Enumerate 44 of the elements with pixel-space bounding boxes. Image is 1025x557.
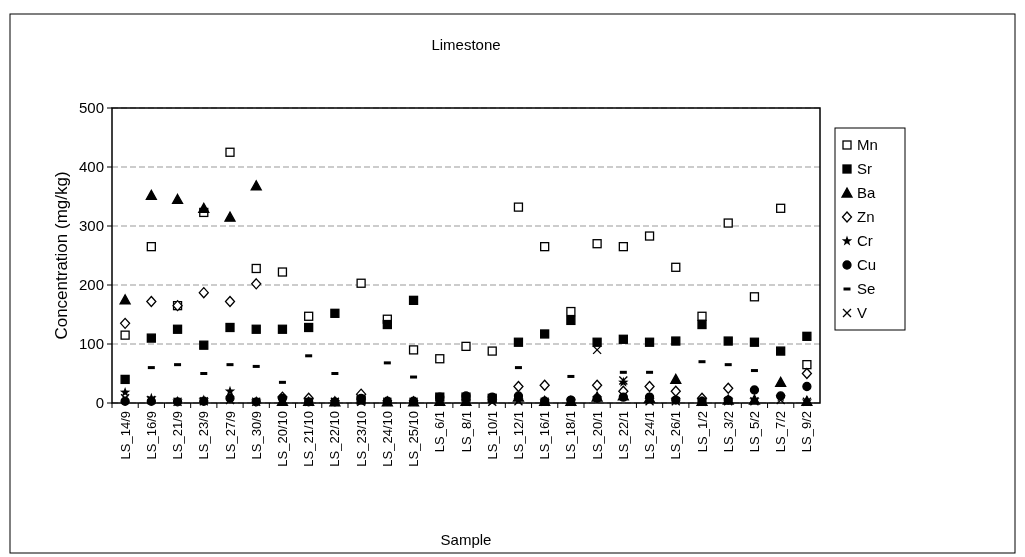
x-tick-label: LS_16/9 [143,411,159,460]
x-tick-label: LS_7/2 [773,411,789,453]
x-tick-label: LS_18/1 [563,411,579,460]
y-tick-label: 300 [78,217,104,235]
x-tick-label: LS_10/1 [484,411,500,460]
y-tick-label: 0 [95,394,104,412]
legend-label: V [857,304,868,322]
x-tick-label: LS_20/1 [589,411,605,460]
x-tick-label: LS_30/9 [248,411,264,460]
legend-label: Mn [857,136,878,154]
x-tick-label: LS_6/1 [432,411,448,453]
legend-label: Ba [857,184,876,202]
x-tick-label: LS_20/10 [274,411,290,467]
x-tick-label: LS_24/1 [642,411,658,460]
y-tick-label: 500 [78,99,104,117]
legend-label: Zn [857,208,875,226]
legend-label: Se [857,280,876,298]
x-tick-label: LS_8/1 [458,411,474,453]
legend-label: Sr [857,160,872,178]
x-tick-label: LS_1/2 [694,411,710,453]
x-tick-label: LS_22/1 [615,411,631,460]
legend-label: Cr [857,232,873,250]
x-tick-label: LS_27/9 [222,411,238,460]
x-tick-label: LS_21/10 [301,411,317,467]
x-tick-label: LS_5/2 [746,411,762,453]
x-tick-label: LS_9/2 [799,411,815,453]
x-tick-label: LS_25/10 [406,411,422,467]
x-tick-label: LS_23/9 [196,411,212,460]
chart-title: Limestone [431,36,501,53]
x-tick-label: LS_12/1 [510,411,526,460]
x-tick-label: LS_21/9 [170,411,186,460]
x-tick-label: LS_23/10 [353,411,369,467]
y-tick-label: 100 [78,335,104,353]
x-tick-label: LS_22/10 [327,411,343,467]
x-tick-label: LS_3/2 [720,411,736,453]
x-tick-label: LS_26/1 [668,411,684,460]
y-tick-label: 200 [78,276,104,294]
y-axis-title: Concentration (mg/kg) [52,171,71,340]
x-tick-label: LS_24/10 [379,411,395,467]
x-tick-label: LS_16/1 [537,411,553,460]
x-tick-label: LS_14/9 [117,411,133,460]
legend-label: Cu [857,256,877,274]
y-tick-label: 400 [78,158,104,176]
x-axis-title: Sample [440,531,492,548]
